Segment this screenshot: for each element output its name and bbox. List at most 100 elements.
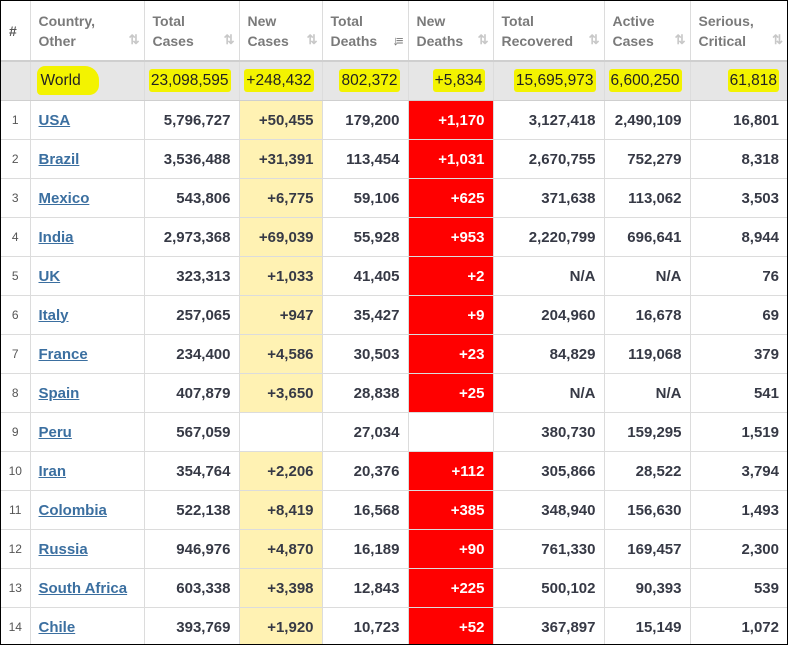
total-cases-cell: 234,400 [144,334,240,374]
country-cell: Italy [30,295,145,335]
total-deaths-cell: 16,568 [322,490,409,530]
total-cases-cell: 323,313 [144,256,240,296]
sort-icon[interactable]: ⇅ [128,32,140,47]
new-deaths-cell: +112 [408,451,494,491]
world-serious-critical: 61,818 [690,61,787,101]
new-deaths-cell: +90 [408,529,494,569]
sort-icon[interactable]: ⇅ [674,32,686,47]
table-row: 10 Iran 354,764 +2,206 20,376 +112 305,866 28,5… [1,451,787,491]
new-cases-cell: +947 [239,295,323,335]
header-active-cases[interactable]: Active Cases ⇅ [604,1,691,62]
total-recovered-cell: 500,102 [493,568,605,608]
sort-icon[interactable]: ⇅ [306,32,318,47]
total-recovered-cell: 348,940 [493,490,605,530]
active-cases-cell: 119,068 [604,334,691,374]
country-link[interactable]: France [38,345,88,363]
table-row: 5 UK 323,313 +1,033 41,405 +2 N/A N/A 76 [1,256,787,296]
new-cases-cell: +3,398 [239,568,323,608]
new-deaths-cell: +52 [408,607,494,644]
country-link[interactable]: Peru [38,423,72,441]
total-cases-cell: 393,769 [144,607,240,644]
serious-critical-cell: 16,801 [690,100,787,140]
country-link[interactable]: Brazil [38,150,80,168]
header-new-deaths[interactable]: New Deaths ⇅ [408,1,494,62]
country-link[interactable]: Chile [38,618,76,636]
serious-critical-cell: 3,503 [690,178,787,218]
total-cases-cell: 407,879 [144,373,240,413]
country-link[interactable]: USA [38,111,71,129]
table-row: 14 Chile 393,769 +1,920 10,723 +52 367,897 15,1… [1,607,787,644]
total-deaths-cell: 10,723 [322,607,409,644]
header-row: # Country, Other ⇅ Total Cases ⇅ New Cases… [1,1,787,62]
country-link[interactable]: Italy [38,306,69,324]
header-rank: # [1,1,31,62]
header-total-cases[interactable]: Total Cases ⇅ [144,1,240,62]
rank-cell: 13 [1,568,31,608]
country-cell: Colombia [30,490,145,530]
country-link[interactable]: India [38,228,74,246]
table-row: 12 Russia 946,976 +4,870 16,189 +90 761,330 169… [1,529,787,569]
total-recovered-cell: 380,730 [493,412,605,452]
new-deaths-cell: +385 [408,490,494,530]
header-total-deaths[interactable]: Total Deaths ↓≡ [322,1,409,62]
header-total-recovered[interactable]: Total Recovered ⇅ [493,1,605,62]
sort-icon[interactable]: ⇅ [223,32,235,47]
new-deaths-cell: +23 [408,334,494,374]
table-row: 9 Peru 567,059 27,034 380,730 159,295 1,519 [1,412,787,452]
total-deaths-cell: 179,200 [322,100,409,140]
rank-cell: 11 [1,490,31,530]
new-deaths-cell: +1,031 [408,139,494,179]
country-link[interactable]: Mexico [38,189,90,207]
total-cases-cell: 522,138 [144,490,240,530]
active-cases-cell: 156,630 [604,490,691,530]
country-link[interactable]: Iran [38,462,67,480]
total-deaths-cell: 16,189 [322,529,409,569]
new-cases-cell: +3,650 [239,373,323,413]
sort-icon[interactable]: ⇅ [477,32,489,47]
serious-critical-cell: 541 [690,373,787,413]
active-cases-cell: 696,641 [604,217,691,257]
country-cell: Peru [30,412,145,452]
new-deaths-cell: +1,170 [408,100,494,140]
serious-critical-cell: 1,072 [690,607,787,644]
total-cases-cell: 603,338 [144,568,240,608]
total-recovered-cell: 371,638 [493,178,605,218]
total-recovered-cell: N/A [493,256,605,296]
sort-descending-icon[interactable]: ↓≡ [392,33,403,48]
total-deaths-cell: 27,034 [322,412,409,452]
new-cases-cell: +6,775 [239,178,323,218]
new-cases-cell: +31,391 [239,139,323,179]
country-link[interactable]: South Africa [38,579,128,597]
serious-critical-cell: 8,318 [690,139,787,179]
serious-critical-cell: 69 [690,295,787,335]
total-deaths-cell: 113,454 [322,139,409,179]
country-link[interactable]: Spain [38,384,80,402]
total-deaths-cell: 30,503 [322,334,409,374]
total-deaths-cell: 12,843 [322,568,409,608]
world-country-cell: World [30,61,145,101]
new-deaths-cell: +25 [408,373,494,413]
header-serious-critical[interactable]: Serious, Critical ⇅ [690,1,787,62]
country-cell: UK [30,256,145,296]
header-new-cases[interactable]: New Cases ⇅ [239,1,323,62]
new-deaths-cell: +9 [408,295,494,335]
active-cases-cell: 16,678 [604,295,691,335]
rank-cell: 1 [1,100,31,140]
table-row: 6 Italy 257,065 +947 35,427 +9 204,960 16,678 69 [1,295,787,335]
country-cell: Mexico [30,178,145,218]
new-cases-cell: +2,206 [239,451,323,491]
total-deaths-cell: 35,427 [322,295,409,335]
country-link[interactable]: Colombia [38,501,107,519]
country-cell: Spain [30,373,145,413]
sort-icon[interactable]: ⇅ [588,32,600,47]
rank-cell: 10 [1,451,31,491]
country-link[interactable]: Russia [38,540,88,558]
rank-cell: 7 [1,334,31,374]
country-link[interactable]: UK [38,267,61,285]
table-row: 13 South Africa 603,338 +3,398 12,843 +225 500… [1,568,787,608]
total-cases-cell: 946,976 [144,529,240,569]
country-cell: Russia [30,529,145,569]
header-country[interactable]: Country, Other ⇅ [30,1,145,62]
sort-icon[interactable]: ⇅ [772,32,783,47]
